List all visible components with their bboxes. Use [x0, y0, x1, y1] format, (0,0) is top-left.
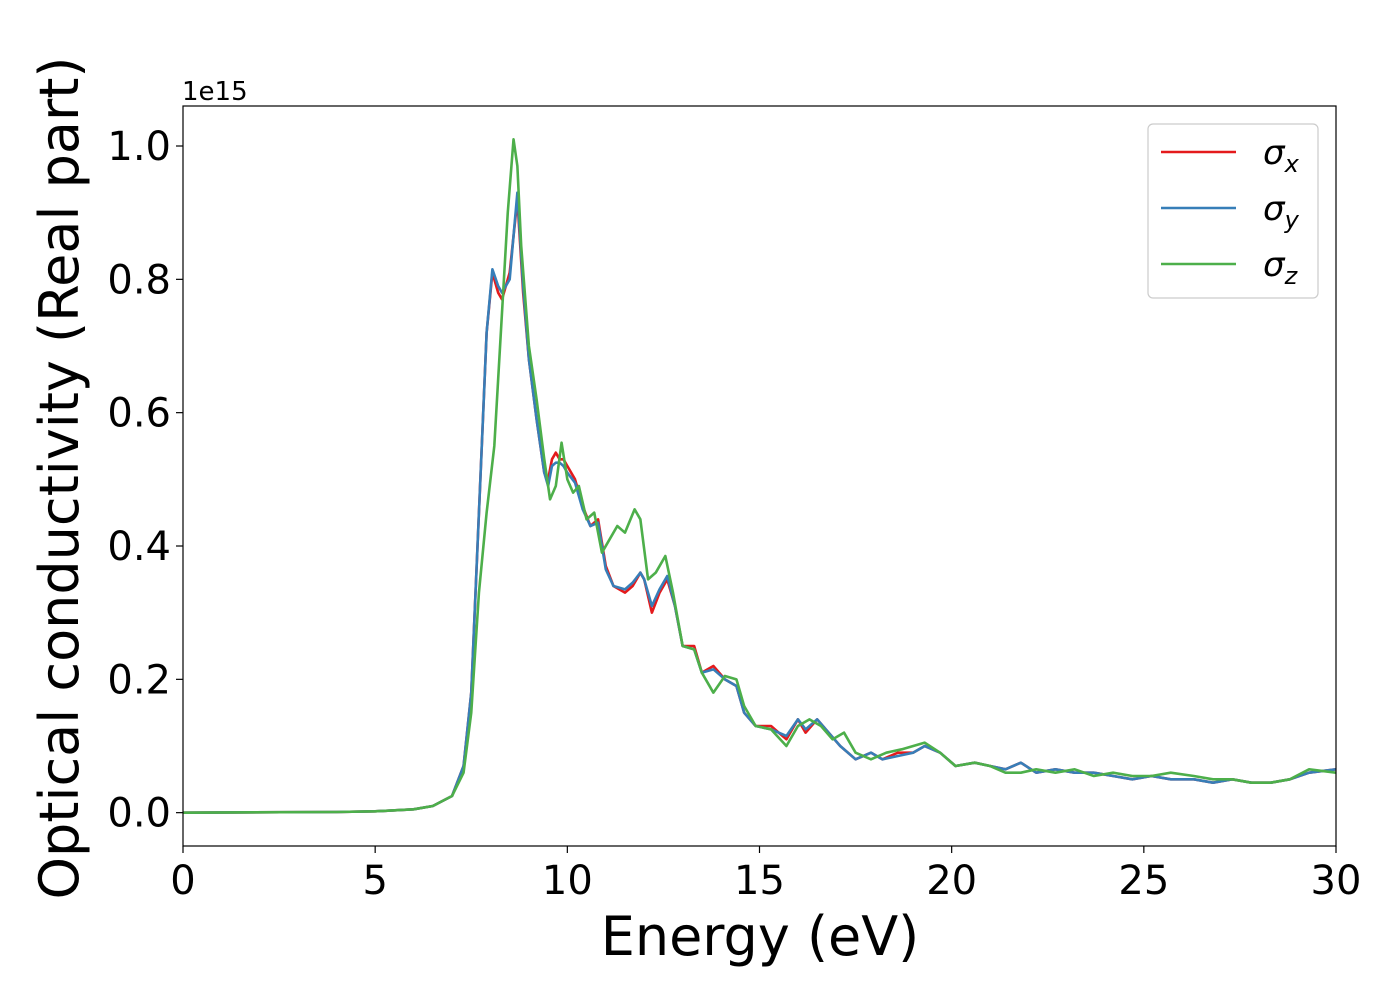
x-tick-label: 20 — [926, 858, 977, 904]
y-tick-label: 0.0 — [107, 791, 171, 837]
legend-box — [1147, 123, 1319, 299]
y-tick-label: 1.0 — [107, 124, 171, 170]
series-line-z — [183, 138, 1336, 814]
x-tick-label: 25 — [1118, 858, 1169, 904]
x-tick-label: 5 — [362, 858, 387, 904]
x-axis-label: Energy (eV) — [601, 905, 920, 968]
y-tick-label: 0.2 — [107, 657, 171, 703]
y-tick-label: 0.8 — [107, 257, 171, 303]
x-tick-label: 30 — [1311, 858, 1362, 904]
y-tick-label: 0.4 — [107, 524, 171, 570]
x-axis: 0 5 10 15 20 25 30 — [170, 846, 1361, 904]
y-offset-label: 1e15 — [182, 77, 248, 107]
y-tick-label: 0.6 — [107, 391, 171, 437]
x-tick-label: 15 — [734, 858, 785, 904]
y-axis-label: Optical conductivity (Real part) — [28, 57, 91, 900]
series-layer — [183, 138, 1336, 814]
x-tick-label: 10 — [542, 858, 593, 904]
y-axis: 0.0 0.2 0.4 0.6 0.8 1.0 — [107, 124, 183, 837]
x-tick-label: 0 — [170, 858, 195, 904]
